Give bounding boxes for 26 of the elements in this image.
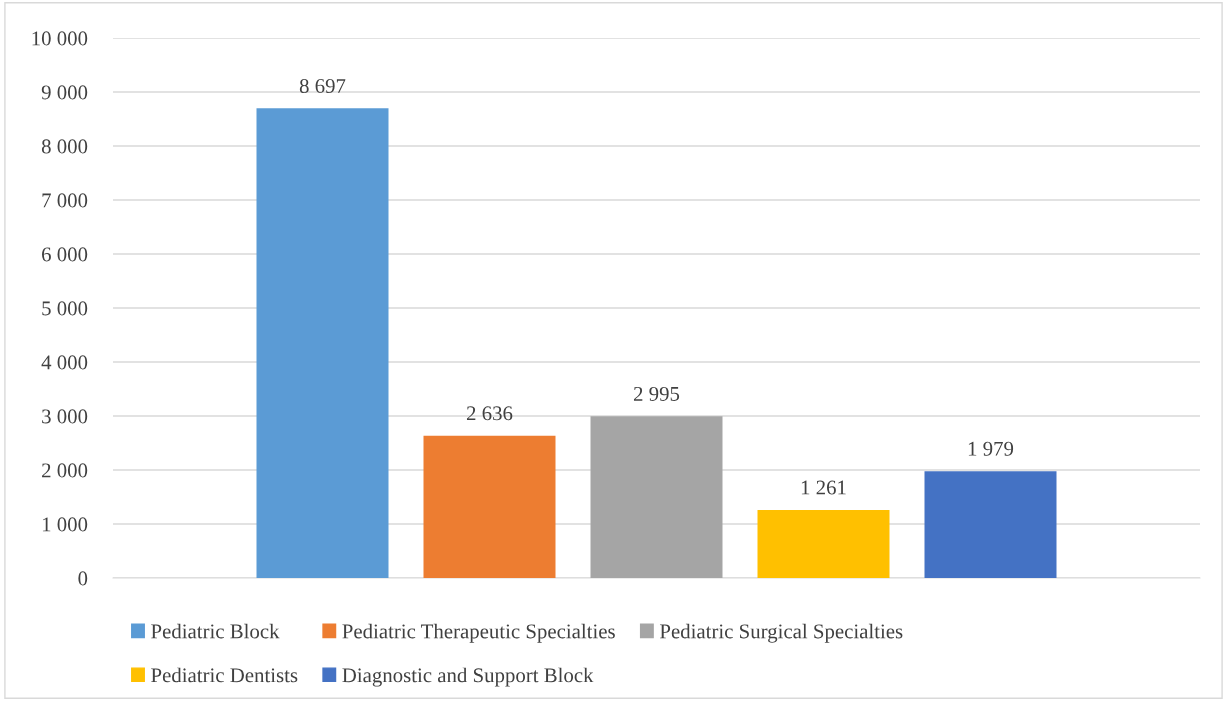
y-tick-label: 6 000 (42, 247, 88, 262)
legend-label: Diagnostic and Support Block (342, 667, 594, 687)
y-tick-label: 8 000 (41, 139, 88, 154)
y-tick-label: 0 (78, 571, 88, 586)
data-label: 8 697 (299, 78, 346, 94)
y-tick-label: 3 000 (42, 409, 88, 424)
data-label: 1 261 (801, 480, 846, 495)
bar (757, 509, 890, 578)
bar (924, 471, 1057, 578)
y-tick-label: 1 000 (42, 517, 88, 532)
y-tick-label: 9 000 (41, 85, 88, 100)
legend-label: Pediatric Therapeutic Specialties (342, 623, 615, 643)
legend-label: Pediatric Surgical Specialties (659, 623, 903, 643)
y-tick-label: 7 000 (42, 193, 88, 208)
y-tick-label: 5 000 (42, 301, 88, 316)
data-label: 2 995 (633, 386, 680, 401)
y-tick-label: 4 000 (41, 355, 88, 370)
bar (423, 435, 556, 578)
legend-label: Pediatric Dentists (151, 667, 298, 683)
data-label: 2 636 (466, 406, 513, 421)
y-tick-label: 10 000 (32, 31, 88, 46)
legend-label: Pediatric Block (151, 623, 280, 639)
data-label: 1 979 (968, 441, 1014, 456)
bar (256, 108, 389, 578)
y-tick-label: 2 000 (42, 463, 88, 478)
bar (590, 416, 723, 578)
